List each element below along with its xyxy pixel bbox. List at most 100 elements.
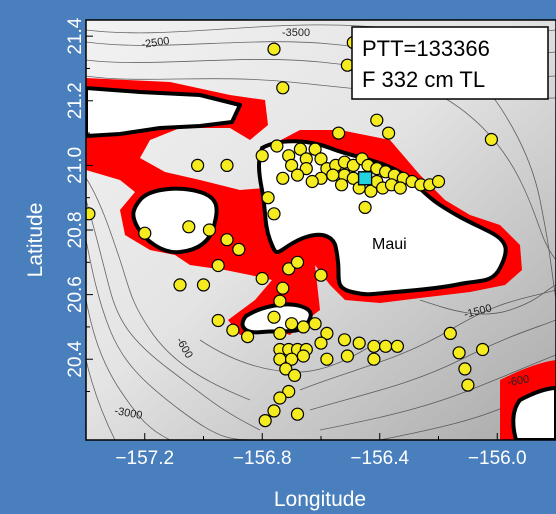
contour-label: -3000 (113, 405, 143, 422)
x-axis: −157.2 −156.8 −156.4 −156.0 (85, 433, 556, 469)
y-tick-label: 21.4 (65, 17, 86, 54)
x-axis-label: Longitude (274, 488, 366, 511)
location-point (299, 162, 313, 176)
location-point (267, 42, 281, 56)
location-point (285, 158, 299, 172)
contour-label: -3500 (282, 27, 310, 39)
location-point (458, 362, 472, 376)
location-point (340, 349, 354, 363)
location-point (241, 330, 255, 344)
lanai-island (131, 186, 219, 255)
molokai-island (86, 86, 242, 138)
location-point (320, 352, 334, 366)
island-label-maui: Maui (372, 236, 407, 253)
location-point (270, 139, 284, 153)
contour-label: -2500 (141, 35, 171, 51)
y-tick-label: 20.6 (65, 276, 86, 313)
location-point (443, 326, 457, 340)
location-point (273, 391, 287, 405)
location-point (390, 339, 404, 353)
location-point (452, 346, 466, 360)
location-point (258, 414, 272, 428)
location-point (191, 158, 205, 172)
location-point (220, 158, 234, 172)
location-point (290, 255, 305, 269)
location-point (314, 336, 328, 350)
y-axis-label: Latitude (24, 203, 47, 278)
location-point (232, 242, 246, 256)
location-point (255, 271, 269, 286)
location-point (305, 174, 319, 189)
location-point (332, 126, 346, 140)
location-point (320, 326, 334, 340)
location-point (211, 258, 225, 273)
location-point (220, 233, 234, 247)
x-tick-label: −156.4 (350, 448, 409, 469)
location-point (293, 142, 307, 156)
location-point (352, 336, 366, 350)
location-point (382, 126, 396, 140)
location-point (308, 142, 322, 156)
location-point (276, 281, 290, 295)
location-point (276, 171, 290, 185)
y-tick-label: 21.2 (65, 82, 86, 119)
location-point (476, 342, 490, 357)
location-point (367, 352, 381, 366)
location-point (261, 191, 275, 205)
x-tick-label: −156.0 (468, 448, 527, 469)
y-tick-label: 20.4 (65, 340, 86, 377)
location-point (393, 181, 407, 195)
legend: PTT=133366 F 332 cm TL (351, 26, 549, 100)
location-point (288, 368, 302, 382)
tag-location-marker (357, 171, 373, 186)
location-point (285, 352, 299, 366)
location-point (267, 404, 281, 418)
location-point (461, 378, 475, 392)
location-point (267, 310, 281, 324)
location-point (226, 323, 240, 337)
location-point (285, 317, 299, 331)
legend-label-ptt: PTT=133366 (362, 36, 490, 61)
y-axis: 20.4 20.6 20.8 21.0 21.2 21.4 (65, 17, 93, 393)
location-point (267, 207, 281, 221)
location-point (296, 320, 310, 334)
location-point (282, 384, 296, 399)
location-point (273, 294, 287, 308)
location-point (484, 132, 498, 147)
location-point (346, 158, 360, 172)
legend-label-shark: F 332 cm TL (362, 67, 485, 92)
location-point (202, 223, 216, 237)
location-point (379, 339, 393, 353)
y-tick-label: 21.0 (65, 147, 86, 184)
location-point (211, 313, 225, 328)
big-island (511, 386, 556, 440)
location-point (173, 278, 187, 292)
location-point (196, 278, 211, 292)
location-point (431, 174, 446, 189)
location-point (326, 168, 340, 182)
location-point (282, 262, 296, 276)
location-point (182, 220, 196, 234)
location-point (276, 81, 290, 95)
x-tick-label: −157.2 (115, 448, 174, 469)
points-layer (86, 35, 498, 428)
location-point (290, 407, 305, 421)
y-tick-label: 20.8 (65, 212, 86, 249)
location-point (370, 113, 384, 127)
location-point (308, 317, 322, 331)
location-point (138, 226, 152, 240)
contour-label: -600 (506, 373, 530, 389)
legend-box (351, 26, 549, 100)
location-point (337, 333, 352, 347)
location-point (314, 268, 328, 282)
location-point (279, 362, 293, 376)
x-tick-label: −156.8 (233, 448, 292, 469)
location-point (273, 326, 287, 340)
location-point (335, 178, 349, 192)
location-point (86, 207, 96, 221)
location-point (290, 168, 305, 182)
location-point (296, 349, 310, 363)
location-point (255, 149, 269, 163)
location-point (358, 200, 372, 214)
